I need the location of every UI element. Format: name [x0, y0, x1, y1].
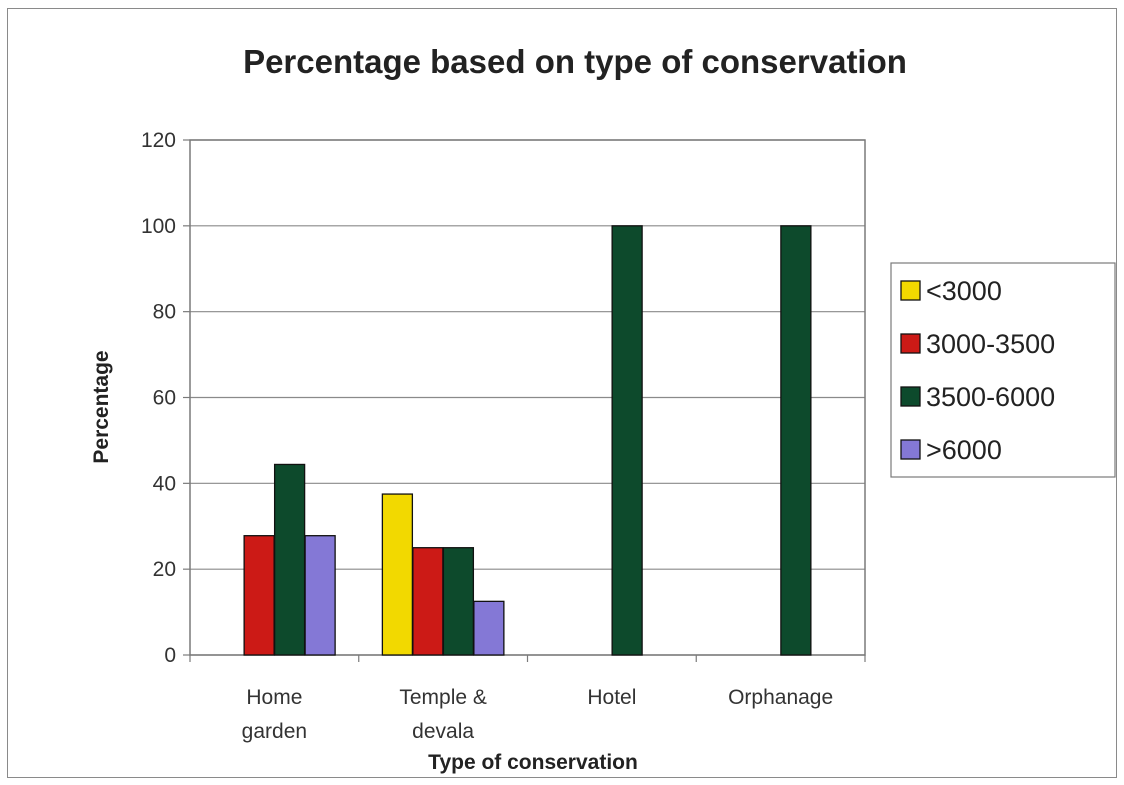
bar: [304, 535, 336, 656]
bar: [273, 463, 306, 656]
x-tick-label: Temple &: [399, 686, 487, 709]
x-tick-label: Hotel: [587, 686, 636, 709]
legend-swatch: [900, 439, 921, 460]
legend-label: 3500-6000: [926, 382, 1055, 412]
bar: [442, 547, 475, 656]
x-tick-label: Home: [246, 686, 302, 709]
bar: [381, 493, 414, 656]
y-tick-label: 20: [153, 558, 176, 581]
x-axis-label: Type of conservation: [428, 751, 638, 774]
legend-swatch: [900, 333, 921, 354]
bar: [243, 535, 275, 656]
legend: <3000 3000-3500 3500-6000 >6000: [890, 262, 1116, 478]
y-tick-label: 0: [164, 644, 176, 667]
y-axis-ticks: 0 20 40 60 80 100 120: [141, 129, 190, 667]
legend-swatch: [900, 386, 921, 407]
x-tick-label: garden: [242, 720, 307, 743]
y-tick-label: 60: [153, 387, 176, 410]
legend-label: >6000: [926, 435, 1002, 465]
bars: [243, 225, 812, 656]
chart-title: Percentage based on type of conservation: [243, 43, 907, 80]
legend-box: [890, 262, 1116, 478]
legend-label: 3000-3500: [926, 329, 1055, 359]
chart-frame: Percentage based on type of conservation…: [7, 8, 1117, 778]
y-tick-label: 120: [141, 129, 176, 152]
y-tick-label: 100: [141, 215, 176, 238]
bar: [611, 225, 643, 656]
bar: [412, 547, 444, 656]
bar: [780, 225, 812, 656]
legend-swatch: [900, 280, 921, 301]
y-tick-label: 80: [153, 301, 176, 324]
y-tick-label: 40: [153, 472, 176, 495]
x-tick-label: Orphanage: [728, 686, 833, 709]
bar: [473, 600, 505, 656]
legend-label: <3000: [926, 276, 1002, 306]
bar-chart: Percentage based on type of conservation…: [90, 43, 1116, 774]
y-axis-label: Percentage: [90, 350, 113, 463]
x-tick-label: devala: [412, 720, 474, 743]
x-axis-ticks: Home garden Temple & devala Hotel Orphanage: [189, 655, 866, 743]
